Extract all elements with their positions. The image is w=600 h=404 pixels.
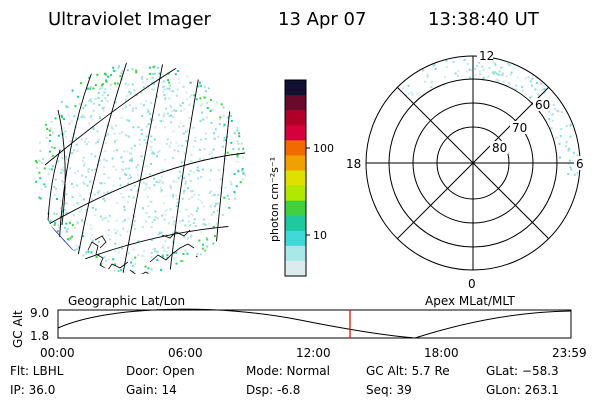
colorbar-band (285, 170, 306, 187)
app-title: Ultraviolet Imager (48, 9, 212, 30)
colorbar-band (285, 185, 306, 202)
mlat-label-70: 70 (512, 121, 527, 135)
polar-intensity-image (402, 58, 580, 176)
colorbar-band (285, 125, 306, 141)
instrument-info: Flt: LBHL IP: 36.0 Door: Open Gain: 14 M… (10, 364, 559, 397)
glon-value: GLon: 263.1 (486, 383, 559, 397)
date-label: 13 Apr 07 (278, 9, 366, 30)
gc-altitude-curve (57, 308, 572, 339)
map-projection-label: Geographic Lat/Lon (68, 294, 185, 308)
colorbar-band (285, 245, 306, 262)
mlat-label-60: 60 (535, 98, 550, 112)
mlat-label-80: 80 (492, 141, 507, 155)
uv-intensity-image (34, 64, 246, 274)
colorbar-band (285, 200, 306, 217)
colorbar-label-10: 10 (313, 229, 327, 242)
colorbar-band (285, 230, 306, 247)
time-tick-2359: 23:59 (552, 346, 587, 360)
colorbar-band (285, 80, 306, 96)
glat-value: GLat: −58.3 (486, 364, 559, 378)
gc-alt-value: GC Alt: 5.7 Re (366, 364, 450, 378)
time-tick-1200: 12:00 (296, 346, 331, 360)
mlt-label-12: 12 (479, 49, 494, 63)
apex-label: Apex MLat/MLT (425, 294, 515, 308)
ip-value: IP: 36.0 (10, 383, 55, 397)
polar-grid (365, 55, 581, 271)
orbit-panel: Geographic Lat/Lon Apex MLat/MLT GC Alt … (11, 294, 587, 360)
colorbar-unit: photon cm⁻²s⁻¹ (268, 157, 281, 242)
colorbar-band (285, 110, 306, 126)
time-tick-0600: 06:00 (168, 346, 203, 360)
mlt-label-6: 6 (576, 157, 584, 171)
colorbar-frame (284, 79, 307, 277)
colorbar-gradient (285, 80, 306, 277)
filter-value: Flt: LBHL (10, 364, 64, 378)
gc-alt-tick-high: 9.0 (30, 306, 49, 320)
colorbar: 100 10 photon cm⁻²s⁻¹ (268, 79, 334, 277)
colorbar-band (285, 140, 306, 156)
colorbar-label-100: 100 (313, 142, 334, 155)
geographic-map (34, 62, 246, 274)
polar-plot: 12 18 6 0 60 70 80 (344, 48, 588, 291)
colorbar-band (285, 215, 306, 232)
time-tick-1800: 18:00 (424, 346, 459, 360)
dsp-value: Dsp: -6.8 (246, 383, 300, 397)
mlt-label-18: 18 (346, 157, 361, 171)
door-value: Door: Open (126, 364, 195, 378)
mlt-label-0: 0 (468, 277, 476, 291)
colorbar-band (285, 95, 306, 111)
colorbar-band (285, 260, 306, 277)
mode-value: Mode: Normal (246, 364, 330, 378)
time-tick-0000: 00:00 (40, 346, 75, 360)
map-grid (41, 62, 246, 274)
gain-value: Gain: 14 (126, 383, 177, 397)
seq-value: Seq: 39 (366, 383, 412, 397)
gc-alt-axis-label: GC Alt (11, 310, 25, 348)
time-label: 13:38:40 UT (428, 9, 540, 30)
colorbar-band (285, 155, 306, 172)
gc-alt-tick-low: 1.8 (30, 329, 49, 343)
orbit-plot-frame (57, 309, 572, 339)
